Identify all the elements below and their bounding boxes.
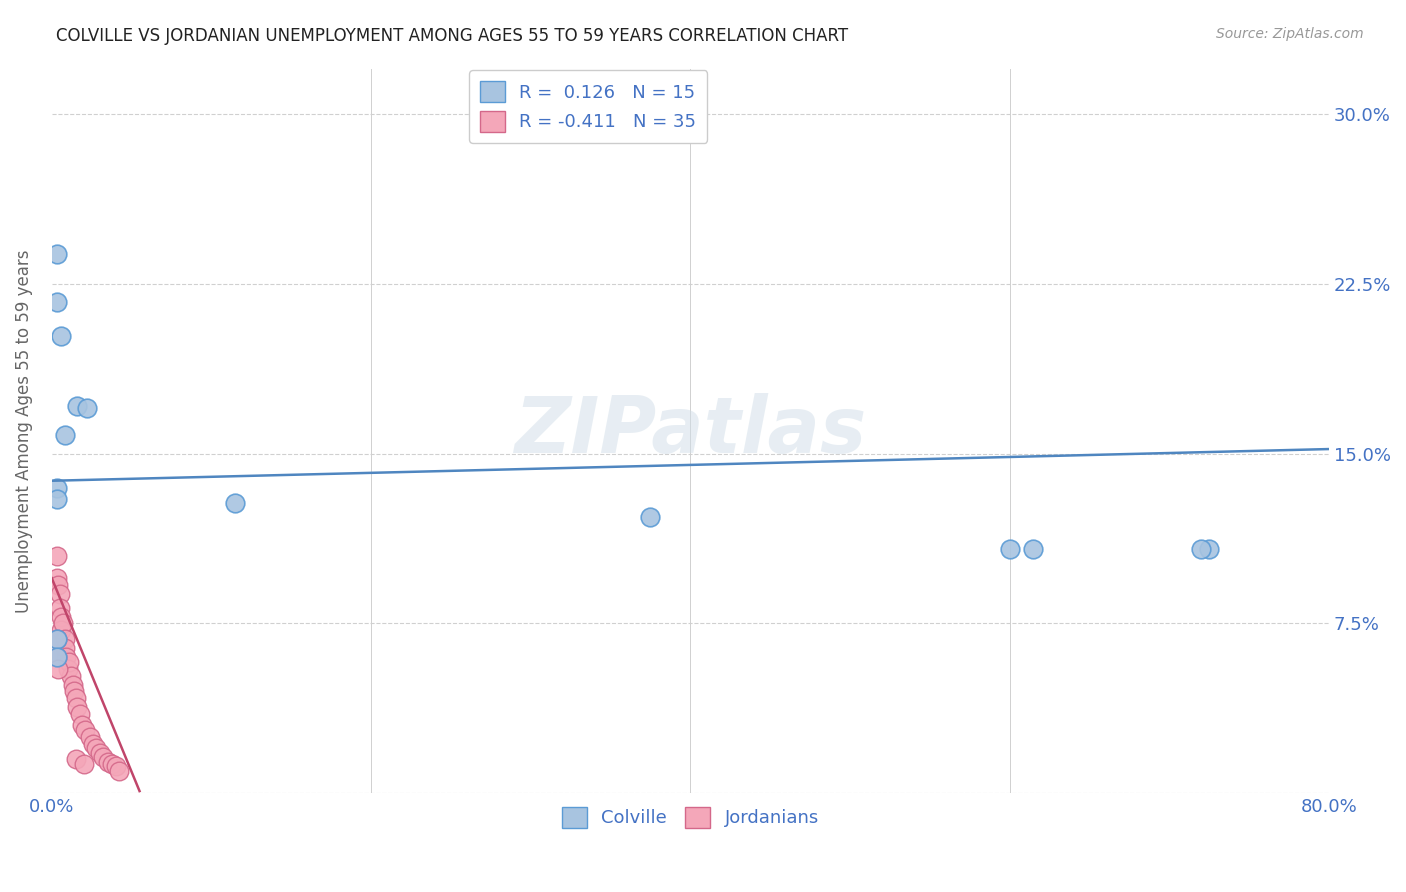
Point (45, 632, 67, 647)
Point (45, 549, 67, 563)
Point (46, 662, 69, 676)
Point (45, 294, 67, 309)
Text: ZIPatlas: ZIPatlas (515, 393, 866, 469)
Point (998, 541, 1021, 556)
Y-axis label: Unemployment Among Ages 55 to 59 years: Unemployment Among Ages 55 to 59 years (15, 249, 32, 613)
Point (45, 481, 67, 495)
Point (91, 750, 114, 764)
Point (45, 571, 67, 585)
Point (46, 578, 69, 592)
Point (48, 600, 70, 615)
Point (82, 737, 104, 751)
Point (86, 741, 108, 756)
Point (66, 700, 89, 714)
Point (75, 723, 97, 737)
Point (65, 691, 87, 706)
Point (107, 764, 129, 778)
Point (48, 587, 70, 601)
Point (58, 655, 80, 669)
Point (63, 684, 86, 698)
Point (62, 678, 84, 692)
Point (89, 746, 111, 760)
Legend: Colville, Jordanians: Colville, Jordanians (554, 800, 827, 835)
Point (53, 428, 76, 442)
Point (1189, 541, 1212, 556)
Point (55, 650, 77, 665)
Point (45, 632, 67, 647)
Point (69, 707, 91, 722)
Point (51, 328, 73, 343)
Text: COLVILLE VS JORDANIAN UNEMPLOYMENT AMONG AGES 55 TO 59 YEARS CORRELATION CHART: COLVILLE VS JORDANIAN UNEMPLOYMENT AMONG… (56, 27, 848, 45)
Point (65, 752, 87, 766)
Point (53, 641, 76, 656)
Point (45, 650, 67, 665)
Point (51, 609, 73, 624)
Point (104, 759, 127, 773)
Text: Source: ZipAtlas.com: Source: ZipAtlas.com (1216, 27, 1364, 41)
Point (59, 668, 82, 682)
Point (101, 756, 124, 771)
Point (1198, 541, 1220, 556)
Point (45, 650, 67, 665)
Point (76, 401, 98, 416)
Point (45, 491, 67, 506)
Point (97, 755, 120, 769)
Point (640, 510, 662, 524)
Point (56, 662, 79, 676)
Point (70, 718, 93, 732)
Point (79, 730, 101, 744)
Point (52, 616, 75, 631)
Point (51, 624, 73, 638)
Point (224, 496, 246, 510)
Point (1022, 541, 1045, 556)
Point (66, 399, 89, 413)
Point (53, 632, 76, 647)
Point (45, 247, 67, 261)
Point (73, 756, 96, 771)
